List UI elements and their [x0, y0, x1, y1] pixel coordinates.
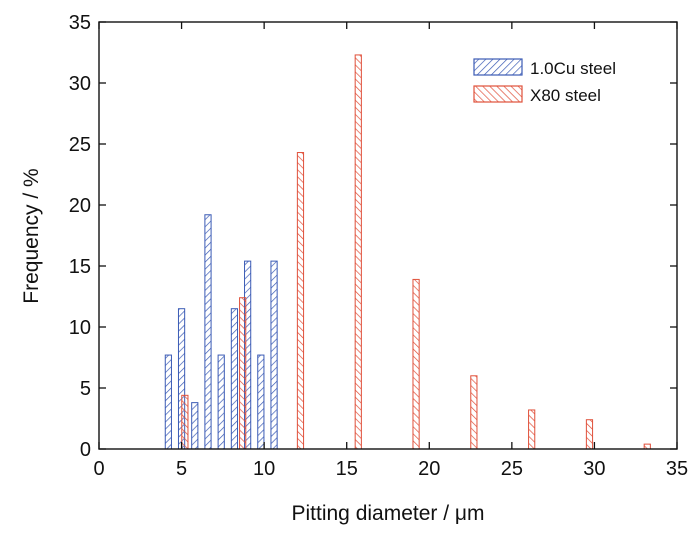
legend-label-1cu-steel: 1.0Cu steel — [530, 59, 616, 78]
bar-x80-steel-0 — [181, 394, 189, 450]
bar-x80-steel-6 — [528, 409, 536, 450]
bar-x80-steel-8 — [643, 443, 651, 450]
x-tick-label: 25 — [501, 458, 523, 480]
x-tick-label: 20 — [418, 458, 440, 480]
bar-1cu-steel-8 — [270, 260, 278, 450]
bar-1cu-steel-7 — [257, 354, 265, 450]
x-axis-title: Pitting diameter / μm — [292, 502, 485, 525]
legend-swatch-x80-steel — [473, 85, 523, 103]
y-tick-label: 0 — [80, 439, 91, 461]
bar-x80-steel-2 — [296, 152, 305, 450]
y-tick-label: 25 — [69, 134, 91, 156]
bar-x80-steel-1 — [239, 297, 247, 450]
y-tick-label: 35 — [69, 12, 91, 34]
series-x80-steel-bars — [181, 54, 651, 450]
y-axis-ticks: 0 5 10 15 20 25 30 35 — [69, 12, 677, 461]
y-axis-title: Frequency / % — [20, 168, 43, 303]
x-tick-label: 35 — [666, 458, 688, 480]
bar-1cu-steel-4 — [217, 354, 225, 450]
bar-1cu-steel-5 — [230, 308, 239, 450]
bar-1cu-steel-3 — [204, 214, 212, 450]
x-tick-label: 0 — [93, 458, 104, 480]
y-tick-label: 30 — [69, 73, 91, 95]
legend: 1.0Cu steel X80 steel — [473, 58, 616, 105]
y-tick-label: 5 — [80, 378, 91, 400]
legend-label-x80-steel: X80 steel — [530, 86, 601, 105]
plot-frame — [98, 21, 678, 450]
bar-x80-steel-7 — [585, 419, 594, 450]
legend-swatch-1cu-steel — [473, 58, 523, 76]
bar-x80-steel-3 — [354, 54, 362, 450]
y-tick-label: 20 — [69, 195, 91, 217]
bar-1cu-steel-2 — [191, 402, 199, 450]
x-tick-label: 5 — [176, 458, 187, 480]
x-tick-label: 10 — [253, 458, 275, 480]
y-tick-label: 10 — [69, 317, 91, 339]
bar-1cu-steel-0 — [164, 354, 172, 450]
bar-x80-steel-4 — [412, 278, 420, 450]
x-axis-ticks: 0 5 10 15 20 25 30 35 — [93, 22, 688, 480]
x-tick-label: 15 — [336, 458, 358, 480]
bar-x80-steel-5 — [470, 375, 478, 450]
x-tick-label: 30 — [583, 458, 605, 480]
series-1cu-steel-bars — [164, 214, 278, 450]
y-tick-label: 15 — [69, 256, 91, 278]
